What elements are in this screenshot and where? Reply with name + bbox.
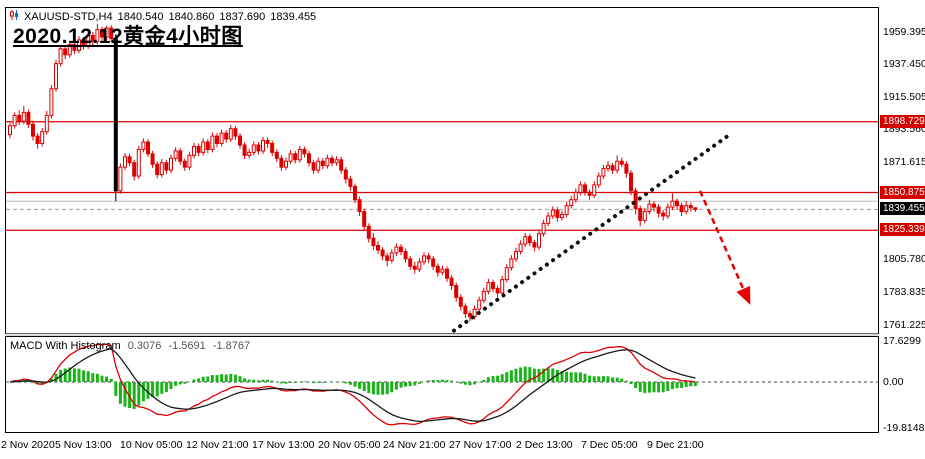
price-axis-label: 1959.395 (883, 25, 925, 38)
quote-low: 1837.690 (219, 10, 266, 23)
price-axis-label: 1871.615 (883, 155, 925, 168)
macd-line (9, 343, 696, 426)
time-axis[interactable]: 2 Nov 2020 5 Nov 13:00 10 Nov 05:00 12 Nov … (0, 439, 925, 457)
macd-value-signal: -1.8767 (212, 340, 251, 352)
time-axis-label: 12 Nov 21:00 (186, 439, 249, 451)
time-axis-label: 2 Dec 13:00 (516, 439, 573, 451)
quote-high: 1840.860 (168, 10, 215, 23)
price-badge: 1898.729 (880, 114, 925, 128)
macd-axis-label: -19.8148 (883, 422, 925, 434)
chart-quote-line: XAUUSD-STD,H4 1840.540 1840.860 1837.690… (9, 10, 316, 23)
price-axis-label: 1761.225 (883, 319, 925, 332)
price-axis-label: 1937.450 (883, 58, 925, 71)
quote-close: 1839.455 (270, 10, 317, 23)
symbol-period-label: XAUUSD-STD,H4 (24, 10, 113, 23)
time-axis-label: 20 Nov 05:00 (318, 439, 381, 451)
macd-value-main: -1.5691 (168, 340, 206, 352)
time-axis-label: 2 Nov 2020 (1, 439, 55, 451)
time-axis-label: 5 Nov 13:00 (55, 439, 112, 451)
price-badge: 1825.339 (880, 223, 925, 237)
price-axis[interactable]: 1959.395 1937.450 1915.505 1893.560 1871.615… (879, 0, 925, 459)
time-axis-label: 17 Nov 13:00 (252, 439, 315, 451)
price-badge: 1850.875 (880, 185, 925, 199)
macd-axis-label: 17.6299 (883, 335, 921, 347)
price-badge: 1839.455 (880, 202, 925, 216)
macd-histogram (13, 366, 697, 409)
macd-signal-line (9, 348, 696, 422)
uptrend-dotted-line[interactable] (451, 134, 730, 333)
time-axis-label: 24 Nov 21:00 (383, 439, 446, 451)
price-axis-label: 1915.505 (883, 90, 925, 103)
candlestick-chart-icon (9, 10, 19, 23)
macd-name: MACD With Histogram (10, 340, 121, 352)
chart-title-overlay: 2020.12.12黄金4小时图 (13, 25, 243, 48)
time-axis-label: 7 Dec 05:00 (581, 439, 638, 451)
panel-separator[interactable] (5, 333, 879, 337)
quote-open: 1840.540 (117, 10, 164, 23)
time-axis-label: 27 Nov 17:00 (449, 439, 512, 451)
macd-indicator-label: MACD With Histogram 0.3076 -1.5691 -1.87… (10, 340, 250, 352)
macd-axis-label: 0.00 (883, 375, 904, 388)
main-panel-frame (5, 7, 879, 334)
time-axis-label: 9 Dec 21:00 (647, 439, 704, 451)
price-axis-label: 1805.780 (883, 253, 925, 266)
macd-value-histogram: 0.3076 (127, 340, 162, 352)
price-axis-label: 1783.835 (883, 285, 925, 298)
candles-layer[interactable] (8, 23, 698, 322)
time-axis-label: 10 Nov 05:00 (120, 439, 183, 451)
